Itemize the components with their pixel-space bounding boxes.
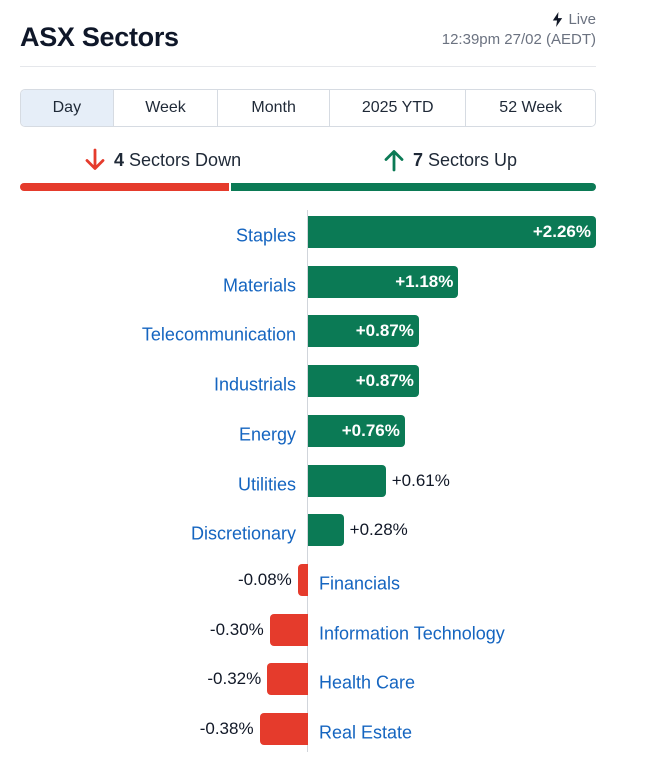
page-title: ASX Sectors — [20, 22, 179, 52]
sectors-up-bar — [231, 183, 596, 191]
arrow-up-icon — [384, 150, 404, 172]
value-label-staples: +2.26% — [532, 222, 591, 241]
sector-label-real-estate[interactable]: Real Estate — [319, 722, 413, 743]
sector-label-health-care[interactable]: Health Care — [319, 672, 416, 693]
bar-industrials — [308, 365, 419, 398]
sectors-up-count: 7 — [413, 149, 424, 170]
sector-label-utilities[interactable]: Utilities — [237, 474, 296, 494]
bar-materials — [308, 265, 459, 298]
value-label-materials: +1.18% — [395, 271, 454, 291]
bar-real-estate — [259, 713, 308, 745]
bar-staples — [308, 216, 596, 248]
value-label-telecommunication: +0.87% — [355, 321, 414, 341]
bar-utilities — [308, 464, 386, 497]
tab-month[interactable]: Month — [218, 90, 330, 126]
sectors-up-summary: 7 Sectors Up — [383, 148, 517, 172]
value-label-energy: +0.76% — [341, 420, 400, 440]
tab-week[interactable]: Week — [113, 90, 219, 126]
bar-financials — [297, 563, 308, 596]
value-label-industrials: +0.87% — [355, 371, 414, 391]
bar-health-care — [267, 663, 308, 696]
value-label-information-technology: -0.30% — [209, 619, 264, 639]
period-tabs: Day Week Month 2025 YTD 52 Week — [20, 89, 596, 127]
tab-day[interactable]: Day — [21, 90, 114, 126]
value-label-utilities: +0.61% — [391, 470, 450, 490]
sectors-down-count: 4 — [114, 149, 125, 170]
value-label-real-estate: -0.38% — [199, 719, 254, 738]
sectors-down-bar — [20, 183, 229, 191]
live-indicator: Live — [551, 11, 596, 28]
value-label-financials: -0.08% — [237, 569, 292, 589]
chart-zero-axis — [307, 210, 308, 752]
sector-label-materials[interactable]: Materials — [222, 275, 296, 296]
header-divider — [20, 66, 596, 67]
sector-label-industrials[interactable]: Industrials — [213, 374, 296, 395]
tab-2025-ytd[interactable]: 2025 YTD — [329, 90, 467, 126]
sector-label-telecommunication[interactable]: Telecommunication — [141, 324, 296, 345]
timestamp: 12:39pm 27/02 (AEDT) — [441, 31, 596, 48]
bar-information-technology — [269, 613, 308, 646]
sector-label-financials[interactable]: Financials — [319, 573, 401, 594]
tab-52-week[interactable]: 52 Week — [466, 90, 595, 126]
sectors-down-summary: 4 Sectors Down — [84, 148, 241, 172]
lightning-icon — [553, 12, 563, 27]
value-label-discretionary: +0.28% — [349, 520, 408, 540]
bar-energy — [308, 414, 405, 447]
value-label-health-care: -0.32% — [207, 669, 262, 689]
sector-label-information-technology[interactable]: Information Technology — [319, 623, 505, 644]
bar-discretionary — [308, 514, 344, 547]
arrow-down-icon — [85, 148, 105, 170]
sectors-up-text: Sectors Up — [428, 149, 518, 170]
sector-label-energy[interactable]: Energy — [238, 424, 296, 445]
sectors-down-text: Sectors Down — [129, 149, 242, 170]
sector-label-staples[interactable]: Staples — [235, 225, 296, 246]
bar-telecommunication — [308, 315, 419, 348]
sector-label-discretionary[interactable]: Discretionary — [190, 523, 296, 544]
live-label: Live — [568, 11, 596, 28]
